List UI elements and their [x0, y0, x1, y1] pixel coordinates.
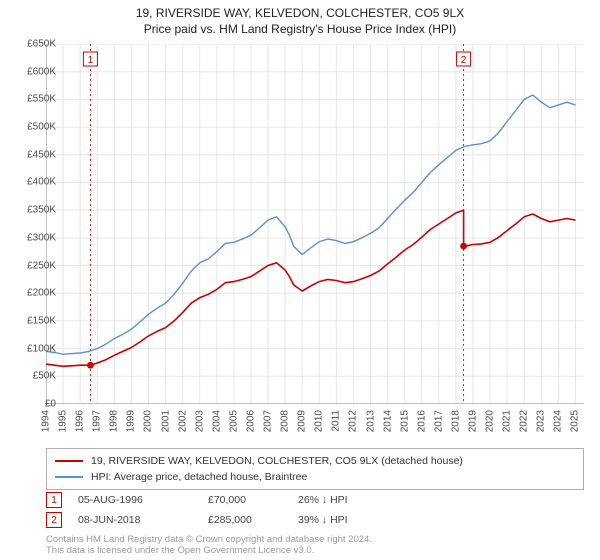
- xtick-label: 2012: [348, 410, 359, 432]
- xtick-label: 2003: [194, 410, 205, 432]
- xtick-label: 2010: [314, 410, 325, 432]
- ytick-label: £650K: [14, 39, 56, 50]
- event-delta-2: 39% ↓ HPI: [298, 514, 584, 526]
- ytick-label: £350K: [14, 205, 56, 216]
- event-row-1: 1 05-AUG-1996 £70,000 26% ↓ HPI: [46, 490, 584, 510]
- xtick-label: 2024: [553, 410, 564, 432]
- xtick-label: 2025: [570, 410, 581, 432]
- xtick-label: 2009: [297, 410, 308, 432]
- xtick-label: 2014: [382, 410, 393, 432]
- title-subtitle: Price paid vs. HM Land Registry's House …: [0, 22, 600, 36]
- xtick-label: 2020: [485, 410, 496, 432]
- xtick-label: 2000: [143, 410, 154, 432]
- xtick-label: 2004: [211, 410, 222, 432]
- legend-swatch-price: [55, 460, 83, 462]
- xtick-label: 1994: [41, 410, 52, 432]
- legend-label-hpi: HPI: Average price, detached house, Brai…: [91, 471, 307, 483]
- xtick-label: 1998: [109, 410, 120, 432]
- xtick-label: 2018: [450, 410, 461, 432]
- svg-text:2: 2: [461, 55, 467, 66]
- xtick-label: 2005: [228, 410, 239, 432]
- legend-box: 19, RIVERSIDE WAY, KELVEDON, COLCHESTER,…: [46, 448, 584, 490]
- xtick-label: 2019: [467, 410, 478, 432]
- legend-row-hpi: HPI: Average price, detached house, Brai…: [55, 469, 575, 485]
- ytick-label: £50K: [14, 371, 56, 382]
- ytick-label: £100K: [14, 343, 56, 354]
- xtick-label: 1999: [126, 410, 137, 432]
- ytick-label: £200K: [14, 288, 56, 299]
- footer: Contains HM Land Registry data © Crown c…: [46, 534, 584, 557]
- ytick-label: £0: [14, 399, 56, 410]
- xtick-label: 2002: [177, 410, 188, 432]
- xtick-label: 2015: [399, 410, 410, 432]
- legend-swatch-hpi: [55, 476, 83, 478]
- ytick-label: £400K: [14, 177, 56, 188]
- event-marker-1: 1: [46, 492, 62, 508]
- legend-row-price: 19, RIVERSIDE WAY, KELVEDON, COLCHESTER,…: [55, 453, 575, 469]
- ytick-label: £300K: [14, 232, 56, 243]
- ytick-label: £500K: [14, 122, 56, 133]
- xtick-label: 2021: [502, 410, 513, 432]
- xtick-label: 2017: [433, 410, 444, 432]
- xtick-label: 2013: [365, 410, 376, 432]
- xtick-label: 2011: [331, 410, 342, 432]
- title-block: 19, RIVERSIDE WAY, KELVEDON, COLCHESTER,…: [0, 0, 600, 36]
- ytick-label: £450K: [14, 149, 56, 160]
- xtick-label: 2008: [280, 410, 291, 432]
- chart-area: 12: [46, 44, 584, 404]
- xtick-label: 2022: [519, 410, 530, 432]
- legend-label-price: 19, RIVERSIDE WAY, KELVEDON, COLCHESTER,…: [91, 455, 463, 467]
- event-row-2: 2 08-JUN-2018 £285,000 39% ↓ HPI: [46, 510, 584, 530]
- event-date-1: 05-AUG-1996: [78, 494, 208, 506]
- xtick-label: 2016: [416, 410, 427, 432]
- xtick-label: 1996: [75, 410, 86, 432]
- ytick-label: £250K: [14, 260, 56, 271]
- xtick-label: 1997: [92, 410, 103, 432]
- footer-line1: Contains HM Land Registry data © Crown c…: [46, 534, 584, 545]
- ytick-label: £600K: [14, 66, 56, 77]
- ytick-label: £550K: [14, 94, 56, 105]
- event-delta-1: 26% ↓ HPI: [298, 494, 584, 506]
- event-marker-2: 2: [46, 512, 62, 528]
- chart-container: 19, RIVERSIDE WAY, KELVEDON, COLCHESTER,…: [0, 0, 600, 560]
- event-price-1: £70,000: [208, 494, 298, 506]
- ytick-label: £150K: [14, 315, 56, 326]
- footer-line2: This data is licensed under the Open Gov…: [46, 545, 584, 556]
- event-date-2: 08-JUN-2018: [78, 514, 208, 526]
- plot-svg: 12: [46, 44, 584, 404]
- xtick-label: 2001: [160, 410, 171, 432]
- xtick-label: 2006: [245, 410, 256, 432]
- xtick-label: 2023: [536, 410, 547, 432]
- svg-text:1: 1: [88, 55, 94, 66]
- title-address: 19, RIVERSIDE WAY, KELVEDON, COLCHESTER,…: [0, 6, 600, 20]
- xtick-label: 1995: [58, 410, 69, 432]
- xtick-label: 2007: [263, 410, 274, 432]
- events-block: 1 05-AUG-1996 £70,000 26% ↓ HPI 2 08-JUN…: [46, 490, 584, 530]
- event-price-2: £285,000: [208, 514, 298, 526]
